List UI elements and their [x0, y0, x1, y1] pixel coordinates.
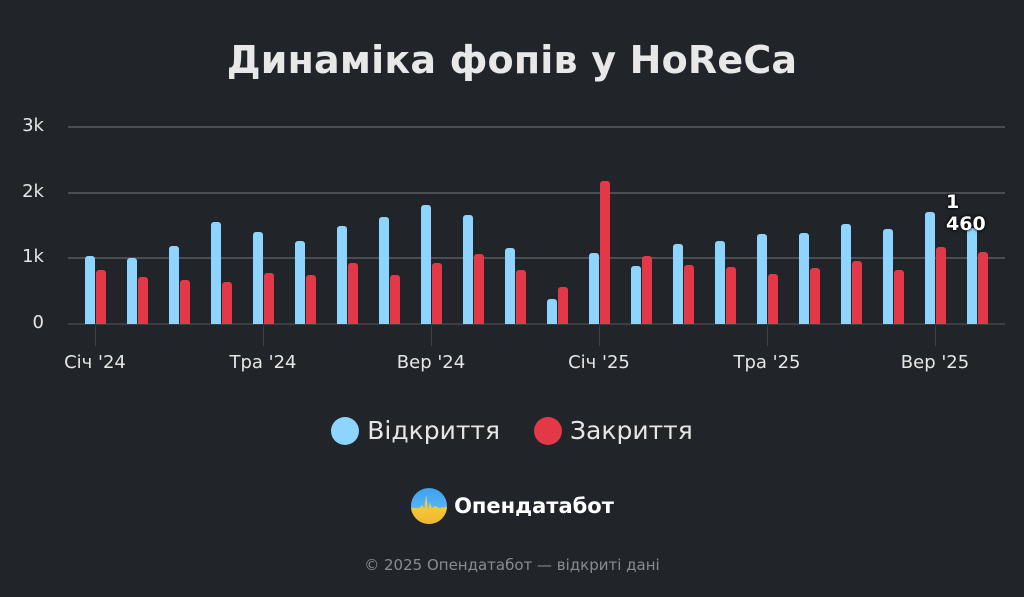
- opendatabot-logo-icon: [411, 487, 448, 525]
- bar-openings[interactable]: [757, 233, 767, 324]
- bar-openings[interactable]: [295, 241, 305, 324]
- data-label-annotation: 1 460: [946, 191, 986, 235]
- y-axis-tick-label: 0: [32, 312, 44, 333]
- x-axis-tick-mark: [95, 326, 96, 346]
- bar-openings[interactable]: [421, 205, 431, 324]
- bar-closings[interactable]: [767, 274, 778, 324]
- bar-openings[interactable]: [169, 245, 179, 324]
- bar-closings[interactable]: [137, 277, 148, 324]
- x-axis-tick-mark: [431, 326, 432, 346]
- bar-closings[interactable]: [851, 260, 862, 324]
- x-axis-tick-mark: [935, 326, 936, 346]
- bar-closings[interactable]: [977, 252, 988, 324]
- x-axis-tick-label: Вер '25: [900, 352, 970, 373]
- x-axis-tick-label: Січ '25: [568, 352, 630, 373]
- legend-dot-openings-icon: [331, 416, 360, 445]
- bar-closings[interactable]: [431, 262, 442, 324]
- bar-closings[interactable]: [347, 262, 358, 324]
- bar-closings[interactable]: [473, 254, 484, 324]
- bar-closings[interactable]: [725, 266, 736, 324]
- bar-closings[interactable]: [263, 273, 274, 324]
- bar-closings[interactable]: [221, 281, 232, 324]
- gridline: [68, 257, 1005, 259]
- legend-label-openings: Відкриття: [367, 416, 501, 445]
- bar-openings[interactable]: [967, 228, 977, 324]
- legend-dot-closings-icon: [534, 416, 563, 445]
- chart-plot-area: 0 1k 2k 3k Січ '24 Тра '24 Вер '24 Січ '25 Тра '…: [22, 115, 1005, 373]
- chart-title: Динаміка фопів у HoReCa: [226, 38, 798, 82]
- y-axis-tick-label: 3k: [22, 115, 44, 136]
- x-axis-tick-label: Тра '24: [229, 352, 297, 373]
- brand: Опендатабот: [0, 487, 1024, 525]
- bar-openings[interactable]: [673, 243, 683, 324]
- gridline: [68, 323, 1005, 325]
- bar-openings[interactable]: [841, 224, 851, 324]
- bar-closings[interactable]: [935, 247, 946, 324]
- bar-openings[interactable]: [883, 228, 893, 324]
- bar-openings[interactable]: [799, 233, 809, 324]
- bar-openings[interactable]: [463, 214, 473, 324]
- bar-openings[interactable]: [211, 222, 221, 324]
- bar-openings[interactable]: [925, 211, 935, 324]
- bar-closings[interactable]: [389, 275, 400, 324]
- bar-openings[interactable]: [589, 253, 599, 324]
- brand-name: Опендатабот: [454, 494, 614, 518]
- x-axis-tick-mark: [767, 326, 768, 346]
- bar-openings[interactable]: [379, 216, 389, 324]
- bar-openings[interactable]: [715, 240, 725, 324]
- bar-openings[interactable]: [127, 258, 137, 324]
- chart-legend: Відкриття Закриття: [0, 416, 1024, 445]
- bar-closings[interactable]: [683, 264, 694, 324]
- bar-closings[interactable]: [557, 286, 568, 324]
- bar-openings[interactable]: [253, 232, 263, 324]
- legend-item-closings[interactable]: Закриття: [534, 416, 693, 445]
- x-axis-tick-mark: [599, 326, 600, 346]
- x-axis-tick-mark: [263, 326, 264, 346]
- x-axis-tick-label: Вер '24: [396, 352, 466, 373]
- legend-item-openings[interactable]: Відкриття: [331, 416, 500, 445]
- y-axis-tick-label: 1k: [22, 246, 44, 267]
- gridline: [68, 126, 1005, 128]
- footer-copyright: © 2025 Опендатабот — відкриті дані: [364, 556, 660, 574]
- bar-closings[interactable]: [893, 270, 904, 324]
- x-axis-tick-label: Тра '25: [733, 352, 801, 373]
- x-axis-tick-label: Січ '24: [64, 352, 126, 373]
- bar-openings[interactable]: [505, 247, 515, 324]
- bar-openings[interactable]: [337, 226, 347, 324]
- bar-closings[interactable]: [95, 270, 106, 324]
- bar-closings[interactable]: [809, 268, 820, 324]
- bar-openings[interactable]: [547, 299, 557, 324]
- gridline: [68, 192, 1005, 194]
- bar-closings[interactable]: [641, 256, 652, 324]
- bar-closings[interactable]: [515, 270, 526, 324]
- bar-closings[interactable]: [305, 275, 316, 324]
- legend-label-closings: Закриття: [570, 416, 693, 445]
- bar-closings[interactable]: [179, 279, 190, 324]
- y-axis-tick-label: 2k: [22, 181, 44, 202]
- bar-closings[interactable]: [599, 180, 610, 324]
- bar-openings[interactable]: [631, 266, 641, 324]
- bar-openings[interactable]: [85, 256, 95, 324]
